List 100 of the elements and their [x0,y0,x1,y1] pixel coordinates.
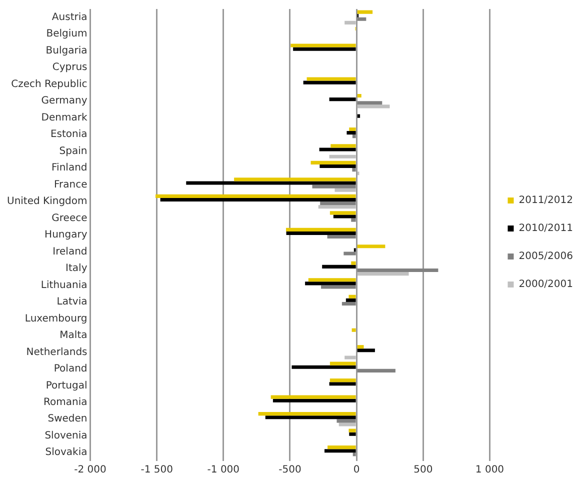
y-tick-label: Denmark [41,112,88,124]
bar [329,382,356,386]
bar [321,285,356,289]
bar [330,378,356,382]
y-tick-label: Lithuania [40,280,88,291]
bar [320,164,356,168]
bar [330,362,356,366]
bar [258,412,356,416]
bar [357,101,382,105]
bar [265,416,356,420]
bar [357,114,360,118]
bar [344,252,356,256]
y-tick-label: Sweden [48,414,88,425]
x-tick-label: -1 500 [140,464,173,476]
bar [357,368,396,372]
bar [346,131,356,135]
bar [234,178,356,182]
bar [330,144,356,148]
bar [348,428,356,432]
bar [329,154,356,158]
y-tick-label: Austria [52,12,88,23]
y-tick-label: Finland [52,162,88,174]
y-tick-label: Netherlands [26,346,88,358]
bar [329,98,356,102]
bar [286,228,356,232]
y-tick-label: Slovakia [45,447,88,458]
bar [312,184,356,188]
bar [348,294,356,298]
bar [327,235,356,239]
y-tick-label: Hungary [44,230,88,241]
bar [334,188,356,192]
y-tick-label: Malta [60,330,88,342]
y-tick-label: Estonia [50,129,88,140]
bar [308,278,356,282]
y-tick-label: Latvia [56,296,88,308]
bar [156,194,356,198]
y-tick-label: Belgium [46,28,88,40]
bar [342,302,356,306]
y-tick-label: Greece [52,212,88,224]
bar [357,345,364,349]
bar [292,365,356,369]
bar [352,134,356,138]
x-tick-label: 1 000 [475,464,504,476]
bar [357,17,366,21]
bar [319,148,356,152]
y-tick-label: France [54,179,88,190]
bar [186,181,356,185]
bar [305,282,356,286]
legend-label: 2000/2001 [518,279,574,290]
bar [357,348,375,352]
legend-label: 2010/2011 [518,223,574,234]
y-tick-label: Spain [59,146,88,157]
bar [293,47,356,51]
bar [352,452,356,456]
bar [346,298,356,302]
bar [286,231,356,235]
y-tick-label: Bulgaria [46,45,88,56]
bar [160,198,356,202]
bar [349,127,356,131]
x-tick-label: -1 000 [207,464,240,476]
bar [351,218,356,222]
bar [357,94,362,98]
x-tick-label: -500 [278,464,302,476]
y-tick-label: Luxembourg [24,313,88,324]
x-tick-label: -2 000 [74,464,106,476]
y-tick-label: Czech Republic [11,78,88,90]
bar [303,80,356,84]
bar [352,168,356,172]
y-tick-label: United Kingdom [7,196,88,208]
bar [320,202,356,206]
bar [310,160,356,164]
bar [270,395,356,399]
bar [357,272,409,276]
bar [330,211,356,215]
legend-label: 2005/2006 [518,251,574,262]
bar [322,264,356,268]
bar [336,419,356,423]
y-tick-label: Portugal [46,380,88,392]
bar [290,44,356,48]
bar [306,77,356,81]
bar [349,432,356,436]
legend-label: 2011/2012 [518,195,574,206]
bar [333,214,356,218]
bar [328,446,356,450]
bar [324,449,356,453]
y-tick-label: Cyprus [52,62,88,74]
bar [318,205,356,209]
bar [357,244,386,248]
x-tick-label: 0 [353,464,360,476]
bar [352,328,356,332]
y-tick-label: Romania [44,397,88,408]
bar [357,104,390,108]
y-tick-label: Italy [66,263,88,274]
bar [272,398,356,402]
y-tick-label: Poland [54,364,88,375]
bar [344,356,356,360]
bar [338,422,356,426]
y-tick-label: Slovenia [44,430,88,442]
bar [357,268,438,272]
x-tick-label: 500 [414,464,433,476]
